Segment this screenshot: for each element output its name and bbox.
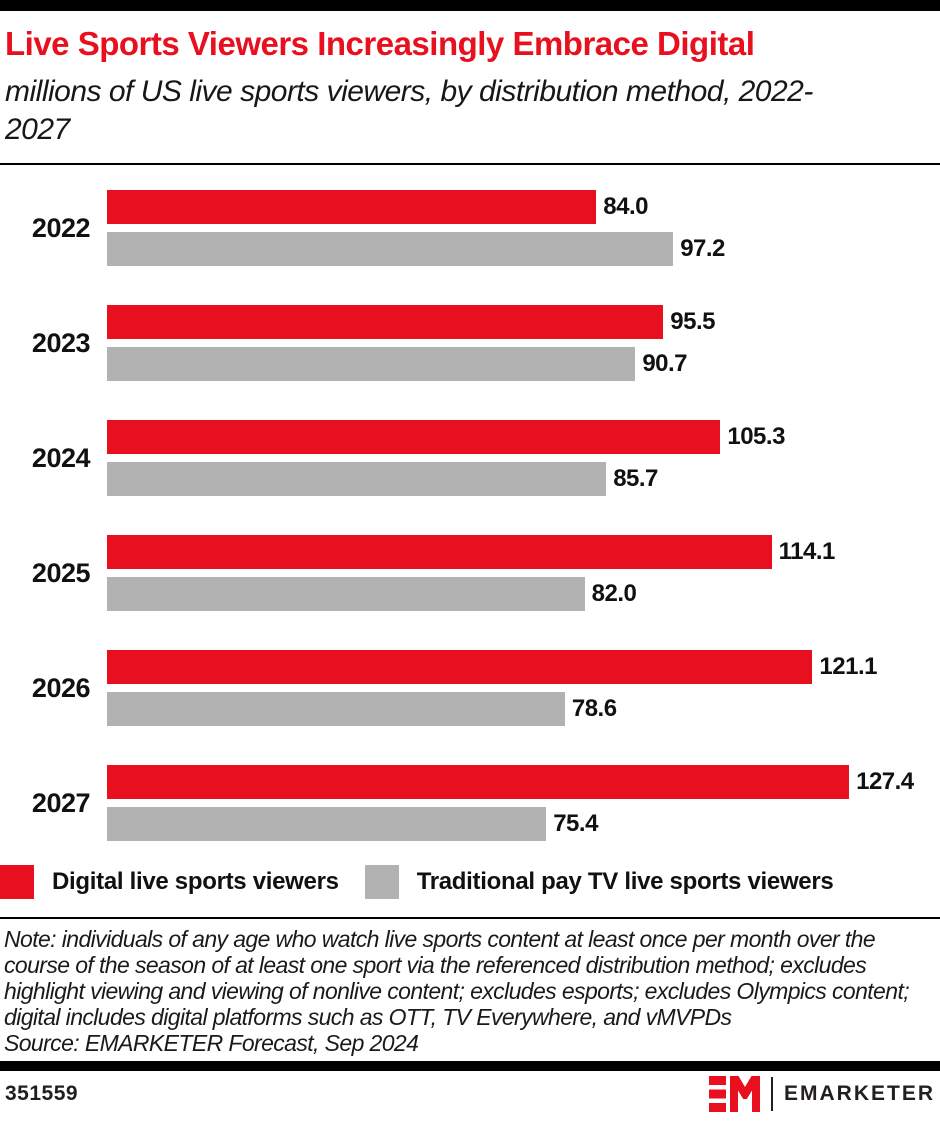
bar-value-label: 121.1 — [819, 653, 877, 680]
footer: 351559 EMARKETER — [0, 1071, 940, 1116]
year-label: 2023 — [31, 327, 91, 358]
chart-rows: 2022 84.0 97.2 2023 95.5 90.7 2024 — [5, 190, 940, 841]
bar-value-label: 82.0 — [591, 580, 637, 607]
footnote-block: Note: individuals of any age who watch l… — [0, 919, 940, 1056]
legend-label: Traditional pay TV live sports viewers — [416, 868, 834, 895]
bar-value-label: 85.7 — [613, 465, 658, 492]
bar-pay-tv-2024 — [107, 462, 607, 496]
bar-value-label: 75.4 — [553, 810, 598, 837]
chart-legend: Digital live sports viewers Traditional … — [0, 865, 940, 899]
bar-pay-tv-2022 — [107, 232, 674, 266]
bar-pay-tv-2026 — [107, 692, 565, 726]
chart-header: Live Sports Viewers Increasingly Embrace… — [0, 11, 940, 163]
note-text: Note: individuals of any age who watch l… — [4, 926, 910, 1030]
chart-row-2023: 2023 95.5 90.7 — [5, 305, 940, 381]
bar-digital-2026 — [107, 650, 813, 684]
chart-row-2027: 2027 127.4 75.4 — [5, 765, 940, 841]
bar-digital-2025 — [107, 535, 772, 569]
legend-swatch-icon — [364, 865, 399, 899]
bar-value-label: 78.6 — [571, 695, 617, 722]
footnote-divider — [0, 917, 940, 919]
em-monogram-icon — [708, 1075, 760, 1112]
legend-label: Digital live sports viewers — [52, 868, 339, 895]
year-label: 2026 — [31, 672, 91, 703]
bar-value-label: 114.1 — [778, 538, 836, 565]
chart-row-2025: 2025 114.1 82.0 — [5, 535, 940, 611]
year-label: 2024 — [31, 442, 91, 473]
legend-swatch-icon — [0, 865, 34, 899]
chart-title: Live Sports Viewers Increasingly Embrace… — [5, 25, 755, 62]
bar-digital-2024 — [107, 420, 721, 454]
source-text: Source: EMARKETER Forecast, Sep 2024 — [4, 1030, 419, 1056]
bar-chart: 2022 84.0 97.2 2023 95.5 90.7 2024 — [0, 165, 940, 841]
header-divider — [0, 163, 940, 165]
bar-pay-tv-2025 — [107, 577, 585, 611]
bar-digital-2027 — [107, 765, 850, 799]
bar-digital-2022 — [107, 190, 597, 224]
top-border-bar — [0, 0, 940, 11]
legend-item: Traditional pay TV live sports viewers — [364, 865, 834, 899]
bar-value-label: 84.0 — [603, 193, 649, 220]
chart-row-2022: 2022 84.0 97.2 — [5, 190, 940, 266]
bar-value-label: 90.7 — [642, 350, 688, 377]
logo-divider — [770, 1076, 773, 1111]
chart-subtitle: millions of US live sports viewers, by d… — [5, 75, 813, 146]
bar-value-label: 105.3 — [727, 423, 785, 450]
bar-pay-tv-2027 — [107, 807, 547, 841]
bar-value-label: 127.4 — [856, 768, 914, 795]
chart-row-2026: 2026 121.1 78.6 — [5, 650, 940, 726]
emarketer-logo: EMARKETER — [708, 1075, 935, 1112]
bar-digital-2023 — [107, 305, 664, 339]
footer-border-bar — [0, 1061, 940, 1071]
brand-name: EMARKETER — [783, 1081, 935, 1105]
bar-pay-tv-2023 — [107, 347, 636, 381]
chart-id: 351559 — [5, 1081, 79, 1105]
year-label: 2027 — [31, 787, 91, 818]
chart-row-2024: 2024 105.3 85.7 — [5, 420, 940, 496]
bar-value-label: 95.5 — [670, 308, 715, 335]
legend-item: Digital live sports viewers — [0, 865, 339, 899]
year-label: 2022 — [31, 212, 91, 243]
year-label: 2025 — [31, 557, 91, 588]
bar-value-label: 97.2 — [680, 235, 725, 262]
